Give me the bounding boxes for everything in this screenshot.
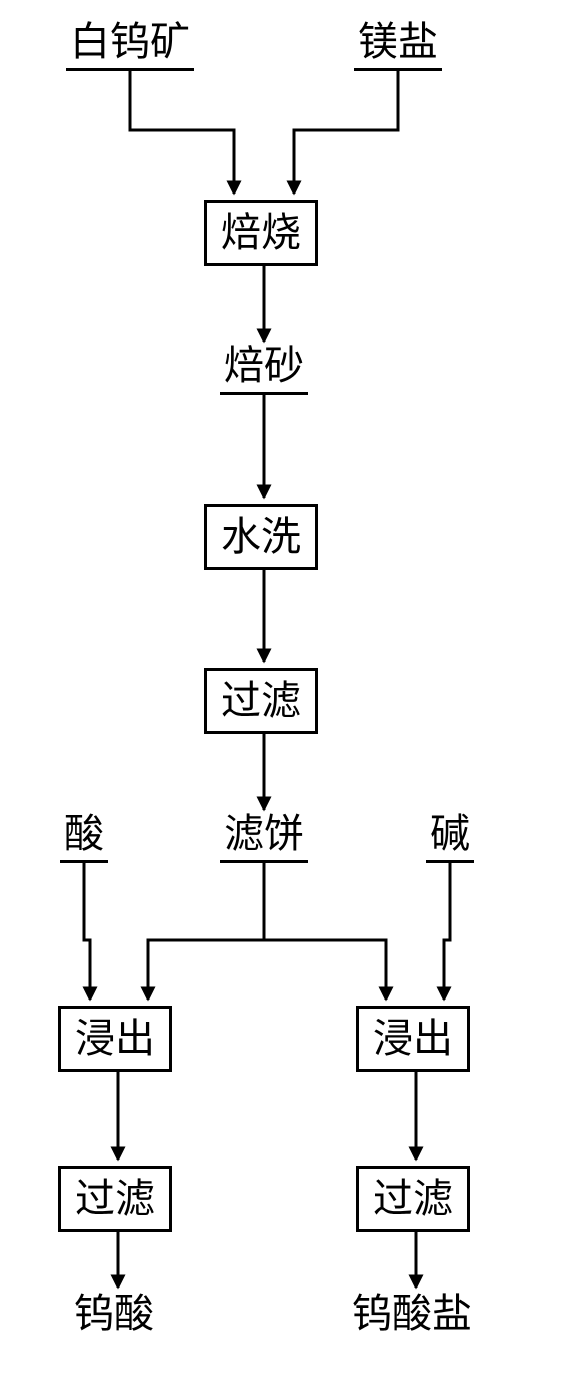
node-input-mgsalt: 镁盐 bbox=[354, 18, 442, 71]
node-calcine: 焙砂 bbox=[220, 342, 308, 395]
node-filter-right: 过滤 bbox=[356, 1166, 470, 1232]
node-output-tungstate: 钨酸盐 bbox=[352, 1290, 472, 1338]
node-input-scheelite: 白钨矿 bbox=[66, 18, 194, 71]
node-alkali: 碱 bbox=[426, 810, 474, 863]
node-filter-left: 过滤 bbox=[58, 1166, 172, 1232]
node-roast: 焙烧 bbox=[204, 200, 318, 266]
flowchart-canvas: 白钨矿 镁盐 焙烧 焙砂 水洗 过滤 酸 滤饼 碱 浸出 浸出 过滤 过滤 钨酸… bbox=[0, 0, 571, 1374]
node-wash: 水洗 bbox=[204, 504, 318, 570]
node-output-tungstic-acid: 钨酸 bbox=[74, 1290, 154, 1338]
node-filter-1: 过滤 bbox=[204, 668, 318, 734]
node-acid: 酸 bbox=[60, 810, 108, 863]
node-filter-cake: 滤饼 bbox=[220, 810, 308, 863]
node-leach-right: 浸出 bbox=[356, 1006, 470, 1072]
node-leach-left: 浸出 bbox=[58, 1006, 172, 1072]
